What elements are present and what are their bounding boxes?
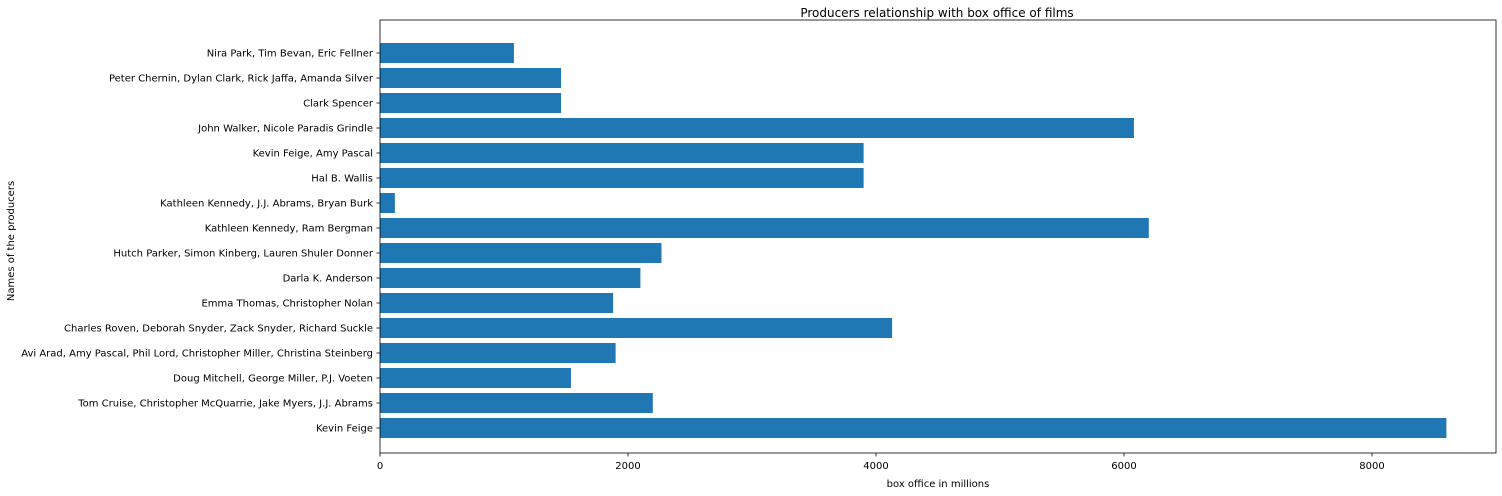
plot-frame — [379, 19, 1497, 454]
bar-14 — [380, 68, 562, 88]
bar-10 — [380, 168, 864, 188]
x-tick-label: 4000 — [863, 461, 888, 472]
bar-8 — [380, 218, 1149, 238]
bar-12 — [380, 118, 1134, 138]
y-tick-label: John Walker, Nicole Paradis Grindle — [197, 124, 373, 135]
bar-0 — [380, 418, 1447, 438]
y-tick-label: Charles Roven, Deborah Snyder, Zack Snyd… — [64, 324, 373, 335]
bar-11 — [380, 143, 864, 163]
bar-4 — [380, 318, 893, 338]
bar-13 — [380, 93, 562, 113]
y-tick-label: Hal B. Wallis — [311, 174, 373, 185]
bar-2 — [380, 368, 571, 388]
x-tick-label: 2000 — [615, 461, 640, 472]
y-tick-label: Nira Park, Tim Bevan, Eric Fellner — [207, 49, 374, 60]
y-tick-label: Kathleen Kennedy, Ram Bergman — [205, 224, 373, 235]
bar-5 — [380, 293, 614, 313]
bar-1 — [380, 393, 653, 413]
y-tick-label: Clark Spencer — [303, 99, 374, 110]
y-tick-label: Avi Arad, Amy Pascal, Phil Lord, Christo… — [21, 349, 373, 360]
bar-3 — [380, 343, 616, 363]
x-tick-label: 0 — [377, 461, 383, 472]
y-tick-label: Peter Chernin, Dylan Clark, Rick Jaffa, … — [109, 74, 374, 85]
bars-layer — [380, 43, 1447, 438]
bar-9 — [380, 193, 395, 213]
y-tick-label: Hutch Parker, Simon Kinberg, Lauren Shul… — [113, 249, 373, 260]
x-axis-label: box office in millions — [887, 479, 990, 490]
y-tick-label: Darla K. Anderson — [283, 274, 373, 285]
y-tick-label: Kevin Feige — [316, 424, 373, 435]
y-tick-label: Kathleen Kennedy, J.J. Abrams, Bryan Bur… — [160, 199, 373, 210]
y-tick-layer: Kevin Feige Tom Cruise, Christopher McQua… — [21, 49, 380, 435]
bar-6 — [380, 268, 641, 288]
y-tick-label: Emma Thomas, Christopher Nolan — [201, 299, 373, 310]
y-tick-label: Doug Mitchell, George Miller, P.J. Voete… — [173, 374, 373, 385]
y-tick-label: Tom Cruise, Christopher McQuarrie, Jake … — [77, 399, 373, 410]
x-tick-layer: 0 2000 4000 6000 8000 — [377, 453, 1385, 472]
x-tick-label: 8000 — [1359, 461, 1384, 472]
y-axis-label: Names of the producers — [6, 181, 17, 301]
y-tick-label: Kevin Feige, Amy Pascal — [253, 149, 373, 160]
bar-7 — [380, 243, 662, 263]
x-tick-label: 6000 — [1111, 461, 1136, 472]
chart-title: Producers relationship with box office o… — [800, 6, 1073, 20]
bar-15 — [380, 43, 514, 63]
